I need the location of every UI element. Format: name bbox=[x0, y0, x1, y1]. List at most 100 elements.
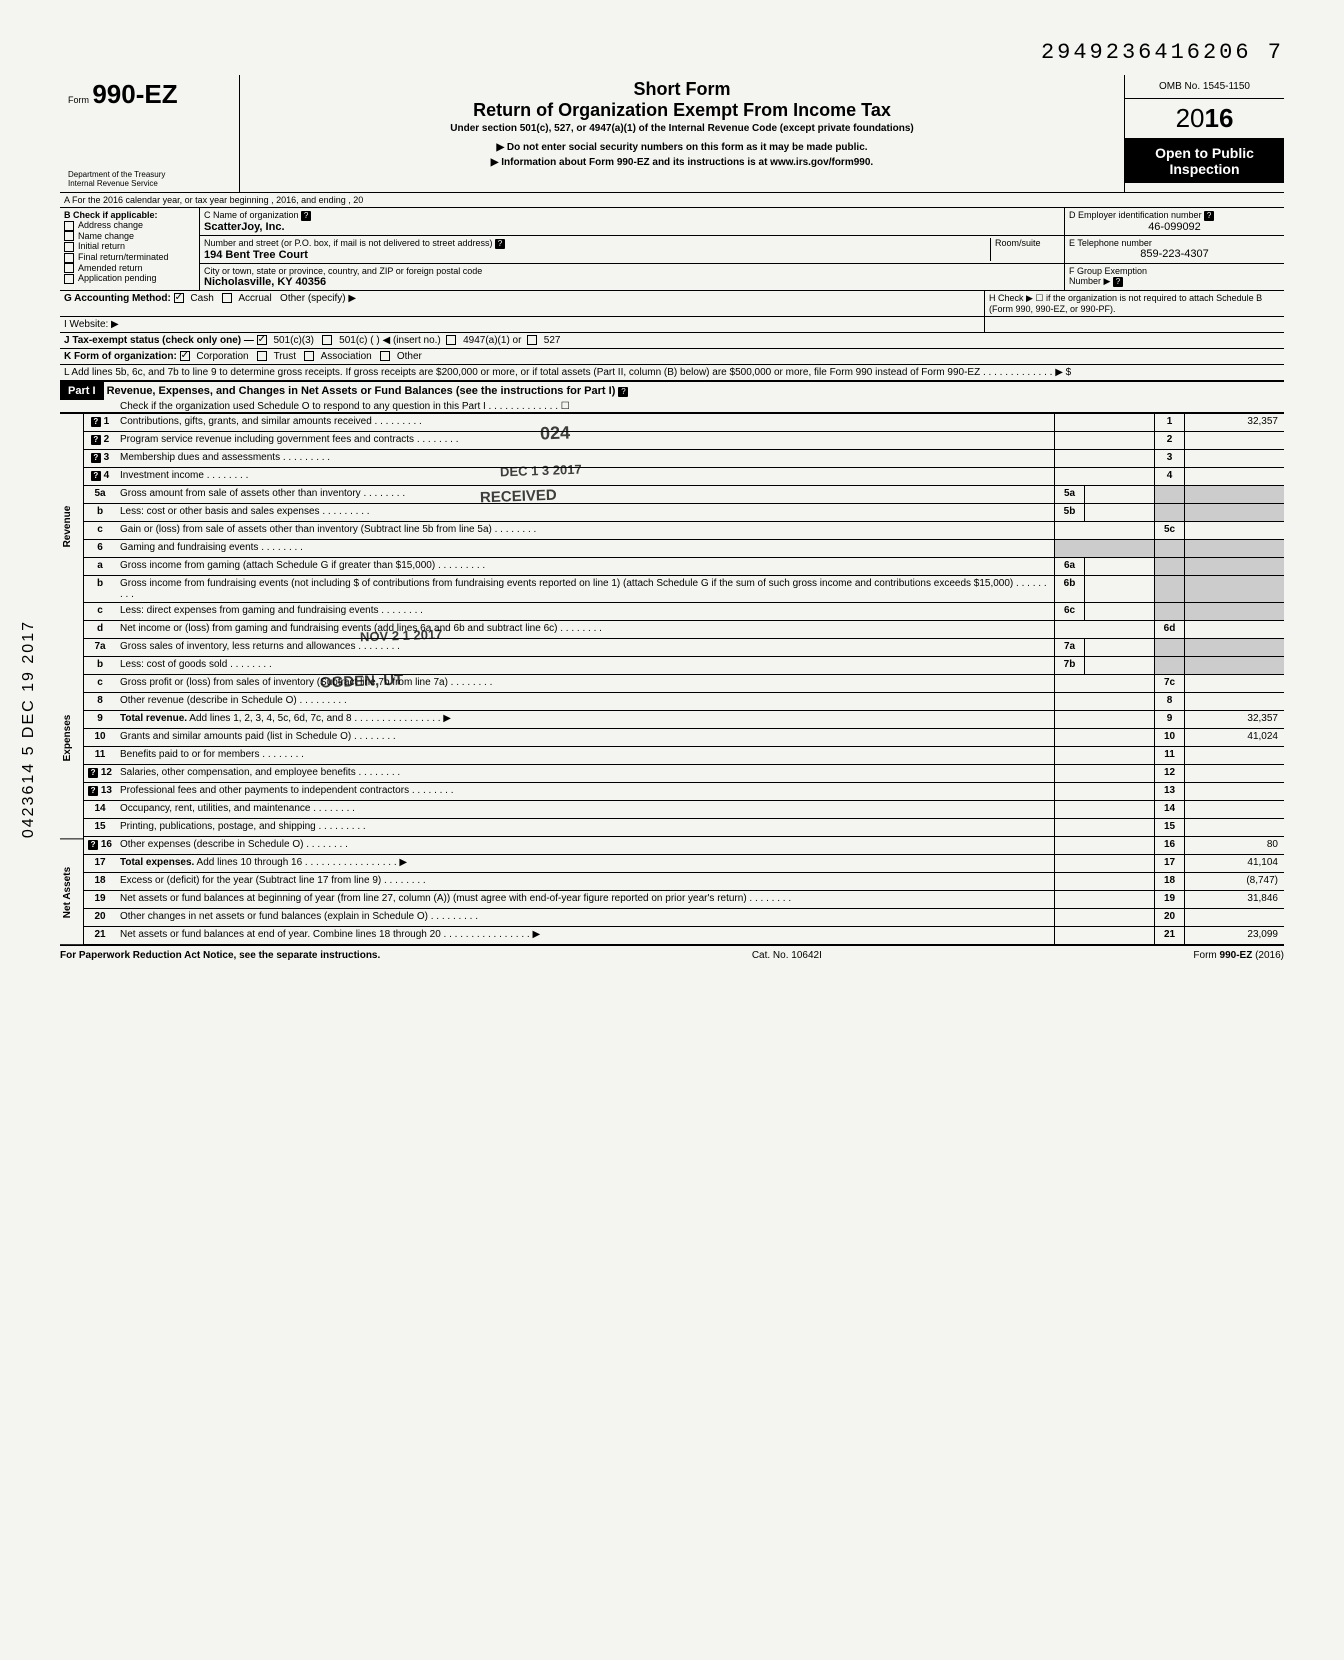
row-number: 15 bbox=[84, 819, 116, 836]
help-icon[interactable]: ? bbox=[91, 417, 101, 427]
form-id-cell: Form 990-EZ Department of the Treasury I… bbox=[60, 75, 240, 192]
row-number: 11 bbox=[84, 747, 116, 764]
right-num: 15 bbox=[1154, 819, 1184, 836]
table-row: ? 16Other expenses (describe in Schedule… bbox=[84, 837, 1284, 855]
help-icon[interactable]: ? bbox=[1204, 211, 1214, 221]
right-num: 10 bbox=[1154, 729, 1184, 746]
chk-initial[interactable]: Initial return bbox=[64, 241, 195, 252]
right-num: 9 bbox=[1154, 711, 1184, 728]
title-cell: Short Form Return of Organization Exempt… bbox=[240, 75, 1124, 192]
line-l: L Add lines 5b, 6c, and 7b to line 9 to … bbox=[60, 365, 1284, 381]
chk-assoc[interactable] bbox=[304, 351, 314, 361]
stamp-received: RECEIVED bbox=[480, 487, 557, 507]
sub-num: 6b bbox=[1055, 576, 1085, 602]
chk-name[interactable]: Name change bbox=[64, 231, 195, 242]
table-row: cGross profit or (loss) from sales of in… bbox=[84, 675, 1284, 693]
label-c: C Name of organization bbox=[204, 210, 299, 220]
row-desc: Benefits paid to or for members . . . . … bbox=[116, 747, 1054, 764]
help-icon[interactable]: ? bbox=[301, 211, 311, 221]
table-row: 7aGross sales of inventory, less returns… bbox=[84, 639, 1284, 657]
label-f: F Group Exemption bbox=[1069, 266, 1147, 276]
table-row: 9Total revenue. Add lines 1, 2, 3, 4, 5c… bbox=[84, 711, 1284, 729]
side-netassets: Net Assets bbox=[60, 840, 83, 945]
table-row: ? 12Salaries, other compensation, and em… bbox=[84, 765, 1284, 783]
part1-title: Revenue, Expenses, and Changes in Net As… bbox=[107, 385, 616, 397]
table-row: 20Other changes in net assets or fund ba… bbox=[84, 909, 1284, 927]
help-icon[interactable]: ? bbox=[91, 471, 101, 481]
help-icon[interactable]: ? bbox=[91, 435, 101, 445]
sub-num: 5a bbox=[1055, 486, 1085, 503]
line-g: G Accounting Method: Cash Accrual Other … bbox=[60, 291, 984, 316]
chk-pending[interactable]: Application pending bbox=[64, 273, 195, 284]
right-val bbox=[1184, 783, 1284, 800]
chk-501c[interactable] bbox=[322, 335, 332, 345]
table-row: 21Net assets or fund balances at end of … bbox=[84, 927, 1284, 945]
row-desc: Professional fees and other payments to … bbox=[116, 783, 1054, 800]
table-row: dNet income or (loss) from gaming and fu… bbox=[84, 621, 1284, 639]
row-desc: Gross income from fundraising events (no… bbox=[116, 576, 1054, 602]
row-number: 9 bbox=[84, 711, 116, 728]
row-number: c bbox=[84, 522, 116, 539]
chk-address[interactable]: Address change bbox=[64, 220, 195, 231]
sub-val bbox=[1085, 486, 1154, 503]
right-val: 31,846 bbox=[1184, 891, 1284, 908]
city-value: Nicholasville, KY 40356 bbox=[204, 276, 326, 288]
form-number: 990-EZ bbox=[92, 79, 177, 109]
table-row: 6Gaming and fundraising events . . . . .… bbox=[84, 540, 1284, 558]
table-row: ? 1Contributions, gifts, grants, and sim… bbox=[84, 414, 1284, 432]
help-icon[interactable]: ? bbox=[1113, 277, 1123, 287]
footer-left: For Paperwork Reduction Act Notice, see … bbox=[60, 950, 380, 961]
table-row: 19Net assets or fund balances at beginni… bbox=[84, 891, 1284, 909]
side-revenue: Revenue bbox=[60, 414, 83, 638]
chk-final[interactable]: Final return/terminated bbox=[64, 252, 195, 263]
row-desc: Occupancy, rent, utilities, and maintena… bbox=[116, 801, 1054, 818]
right-num: 11 bbox=[1154, 747, 1184, 764]
help-icon[interactable]: ? bbox=[495, 239, 505, 249]
help-icon[interactable]: ? bbox=[88, 768, 98, 778]
right-num: 6d bbox=[1154, 621, 1184, 638]
top-tracking-number: 2949236416206 7 bbox=[60, 40, 1284, 65]
row-desc: Contributions, gifts, grants, and simila… bbox=[116, 414, 1054, 431]
chk-cash[interactable] bbox=[174, 293, 184, 303]
chk-501c3[interactable] bbox=[257, 335, 267, 345]
open-to-public: Open to Public Inspection bbox=[1125, 139, 1284, 183]
right-val: 32,357 bbox=[1184, 711, 1284, 728]
right-val bbox=[1184, 693, 1284, 710]
top-info-grid: B Check if applicable: Address change Na… bbox=[60, 208, 1284, 291]
sub-val bbox=[1085, 603, 1154, 620]
row-number: 5a bbox=[84, 486, 116, 503]
right-num: 7c bbox=[1154, 675, 1184, 692]
right-num: 4 bbox=[1154, 468, 1184, 485]
chk-amended[interactable]: Amended return bbox=[64, 263, 195, 274]
right-num: 5c bbox=[1154, 522, 1184, 539]
row-number: ? 2 bbox=[84, 432, 116, 449]
chk-corp[interactable] bbox=[180, 351, 190, 361]
stamp-date1: DEC 1 3 2017 bbox=[500, 462, 582, 480]
part1-check: Check if the organization used Schedule … bbox=[60, 401, 570, 412]
line-a: A For the 2016 calendar year, or tax yea… bbox=[60, 193, 1284, 208]
chk-527[interactable] bbox=[527, 335, 537, 345]
box-b: B Check if applicable: Address change Na… bbox=[60, 208, 200, 290]
row-number: 14 bbox=[84, 801, 116, 818]
chk-accrual[interactable] bbox=[222, 293, 232, 303]
chk-4947[interactable] bbox=[446, 335, 456, 345]
org-name: ScatterJoy, Inc. bbox=[204, 221, 285, 233]
chk-trust[interactable] bbox=[257, 351, 267, 361]
help-icon[interactable]: ? bbox=[91, 453, 101, 463]
right-num: 20 bbox=[1154, 909, 1184, 926]
sub-val bbox=[1085, 576, 1154, 602]
row-desc: Program service revenue including govern… bbox=[116, 432, 1054, 449]
row-desc: Less: cost or other basis and sales expe… bbox=[116, 504, 1054, 521]
form-header: Form 990-EZ Department of the Treasury I… bbox=[60, 75, 1284, 193]
right-num: 16 bbox=[1154, 837, 1184, 854]
right-val bbox=[1184, 522, 1284, 539]
help-icon[interactable]: ? bbox=[618, 387, 628, 397]
row-number: b bbox=[84, 576, 116, 602]
tax-year: 2016 bbox=[1125, 99, 1284, 139]
right-header: OMB No. 1545-1150 2016 Open to Public In… bbox=[1124, 75, 1284, 192]
right-val bbox=[1184, 468, 1284, 485]
chk-other[interactable] bbox=[380, 351, 390, 361]
help-icon[interactable]: ? bbox=[88, 840, 98, 850]
help-icon[interactable]: ? bbox=[88, 786, 98, 796]
row-number: ? 13 bbox=[84, 783, 116, 800]
